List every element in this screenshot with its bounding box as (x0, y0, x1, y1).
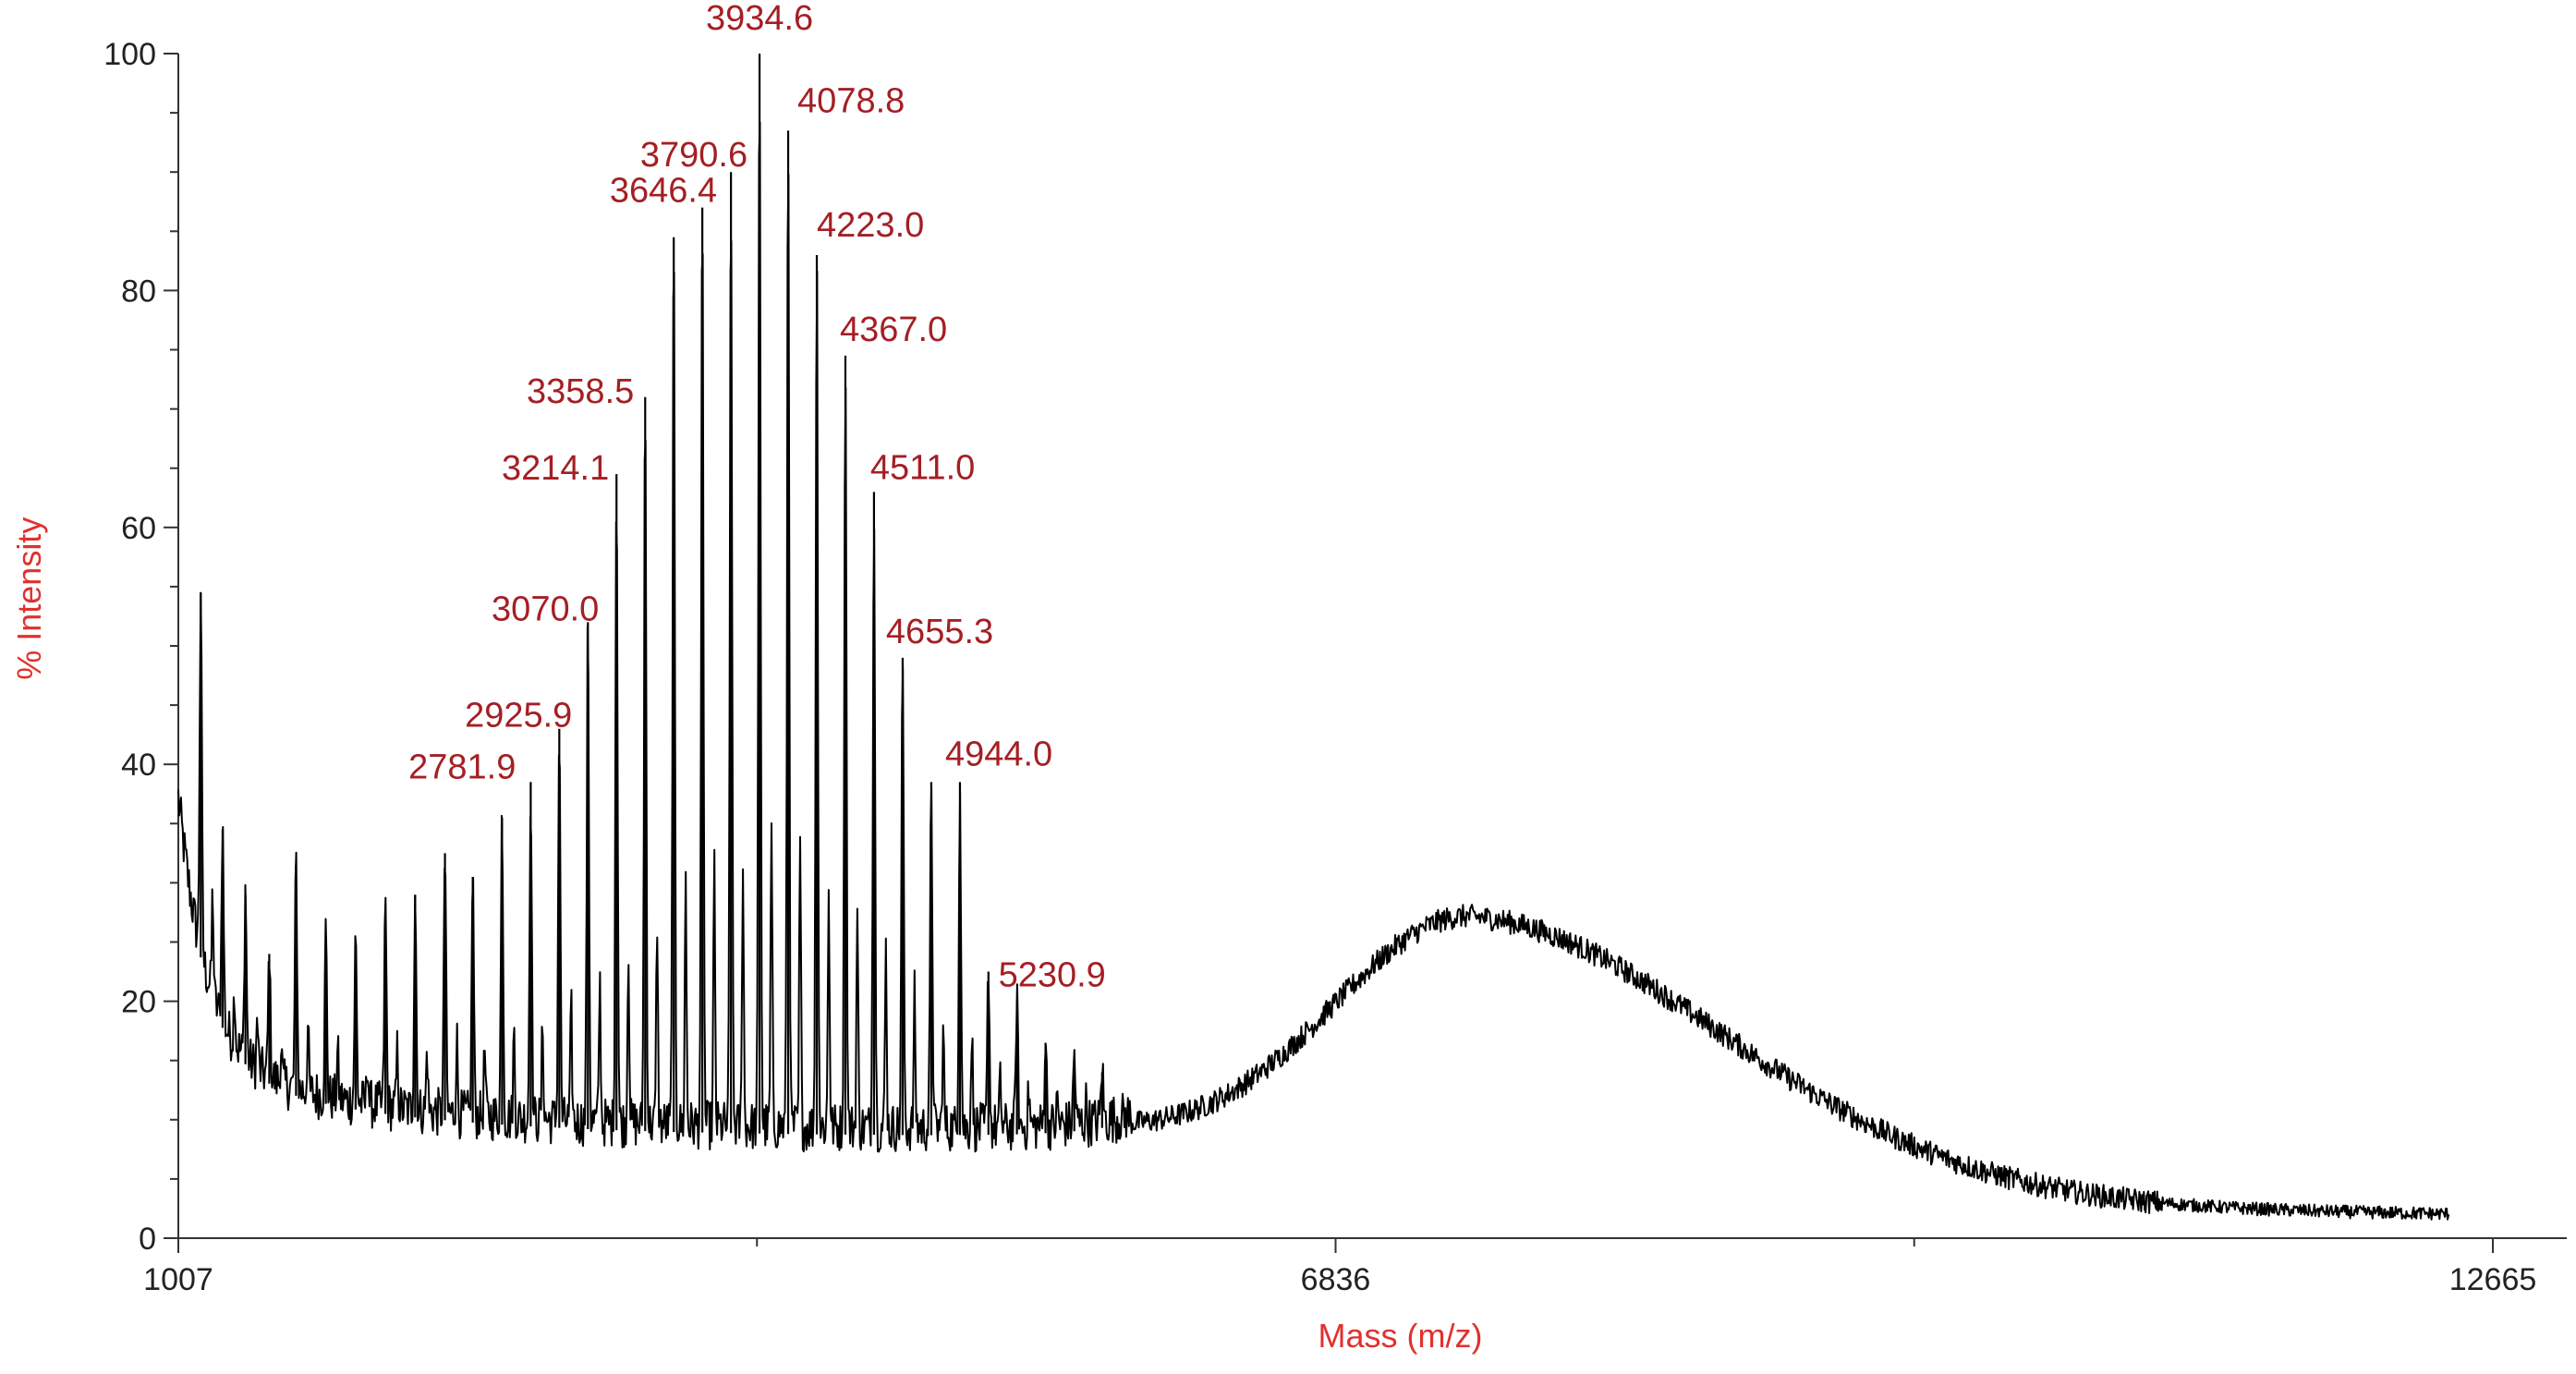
peak-label-layer: 2781.9 2925.9 3070.0 3214.1 3358.5 3646.43790… (408, 0, 1106, 995)
peak-label: 4078.8 (797, 81, 905, 120)
peak-label: 5230.9 (999, 956, 1106, 995)
y-tick-label: 40 (121, 748, 156, 783)
x-axis-title: Mass (m/z) (1318, 1317, 1483, 1355)
axes-layer: 0 20 40 60 80 100 1007 6836 12665 (103, 37, 2567, 1297)
peak-label: 3934.6 (706, 0, 813, 38)
x-tick-label: 6836 (1301, 1262, 1371, 1297)
y-tick-label: 0 (139, 1222, 156, 1257)
y-tick-label: 20 (121, 985, 156, 1020)
x-tick-label: 12665 (2449, 1262, 2537, 1297)
peak-label: 3790.6 (640, 136, 747, 175)
peak-label: 4655.3 (886, 613, 993, 651)
peak-label: 4367.0 (840, 310, 947, 349)
spectrum-trace-layer (177, 54, 2450, 1221)
peak-label: 4511.0 (870, 448, 975, 487)
peak-label: 3646.4 (610, 172, 717, 211)
y-tick-label: 60 (121, 511, 156, 546)
peak-label: 3070.0 (492, 590, 599, 628)
peak-label: 2781.9 (408, 748, 516, 786)
peak-label: 3358.5 (527, 372, 634, 411)
peak-label: 2925.9 (465, 697, 572, 736)
y-tick-label: 100 (103, 37, 156, 72)
peak-label: 4223.0 (817, 206, 924, 245)
peak-label: 3214.1 (502, 449, 609, 488)
spectrum-trace (177, 121, 2450, 1221)
y-tick-label: 80 (121, 274, 156, 309)
y-axis-title: % Intensity (10, 517, 48, 680)
x-tick-label: 1007 (143, 1262, 213, 1297)
peak-label: 4944.0 (945, 735, 1052, 773)
